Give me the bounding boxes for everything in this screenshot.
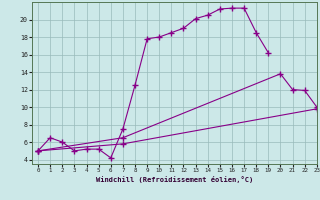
X-axis label: Windchill (Refroidissement éolien,°C): Windchill (Refroidissement éolien,°C) (96, 176, 253, 183)
